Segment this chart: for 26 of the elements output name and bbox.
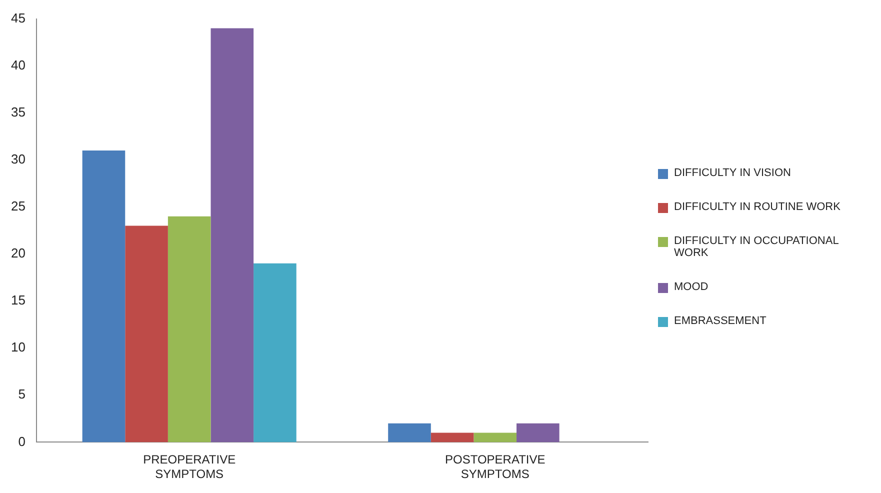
bar [388,423,431,442]
y-tick-label: 45 [10,10,26,26]
y-tick-label: 5 [18,386,26,402]
legend-label: DIFFICULTY IN ROUTINE WORK [674,200,840,212]
x-tick-label: POSTOPERATIVE SYMPTOMS [444,452,546,482]
bar [474,432,517,442]
bar [168,216,211,442]
y-tick-label: 0 [18,434,26,449]
y-tick-label: 30 [10,152,26,167]
legend-label: DIFFICULTY IN OCCUPATIONAL WORK [674,234,840,258]
legend-label: DIFFICULTY IN VISION [674,166,791,178]
y-tick-label: 35 [10,104,26,120]
y-tick-label: 20 [10,246,26,261]
legend-label: EMBRASSEMENT [674,314,766,326]
bar [430,432,474,442]
bar [516,423,560,442]
bar [82,150,126,442]
y-tick-label: 25 [10,198,26,214]
x-tick-label: PREOPERATIVE SYMPTOMS [143,452,236,482]
y-tick-label: 10 [10,340,26,355]
y-tick-label: 40 [10,57,26,72]
bar [125,226,168,442]
bar [254,263,296,442]
y-tick-label: 15 [10,292,26,308]
bar [210,28,254,442]
legend-label: MOOD [674,280,708,292]
